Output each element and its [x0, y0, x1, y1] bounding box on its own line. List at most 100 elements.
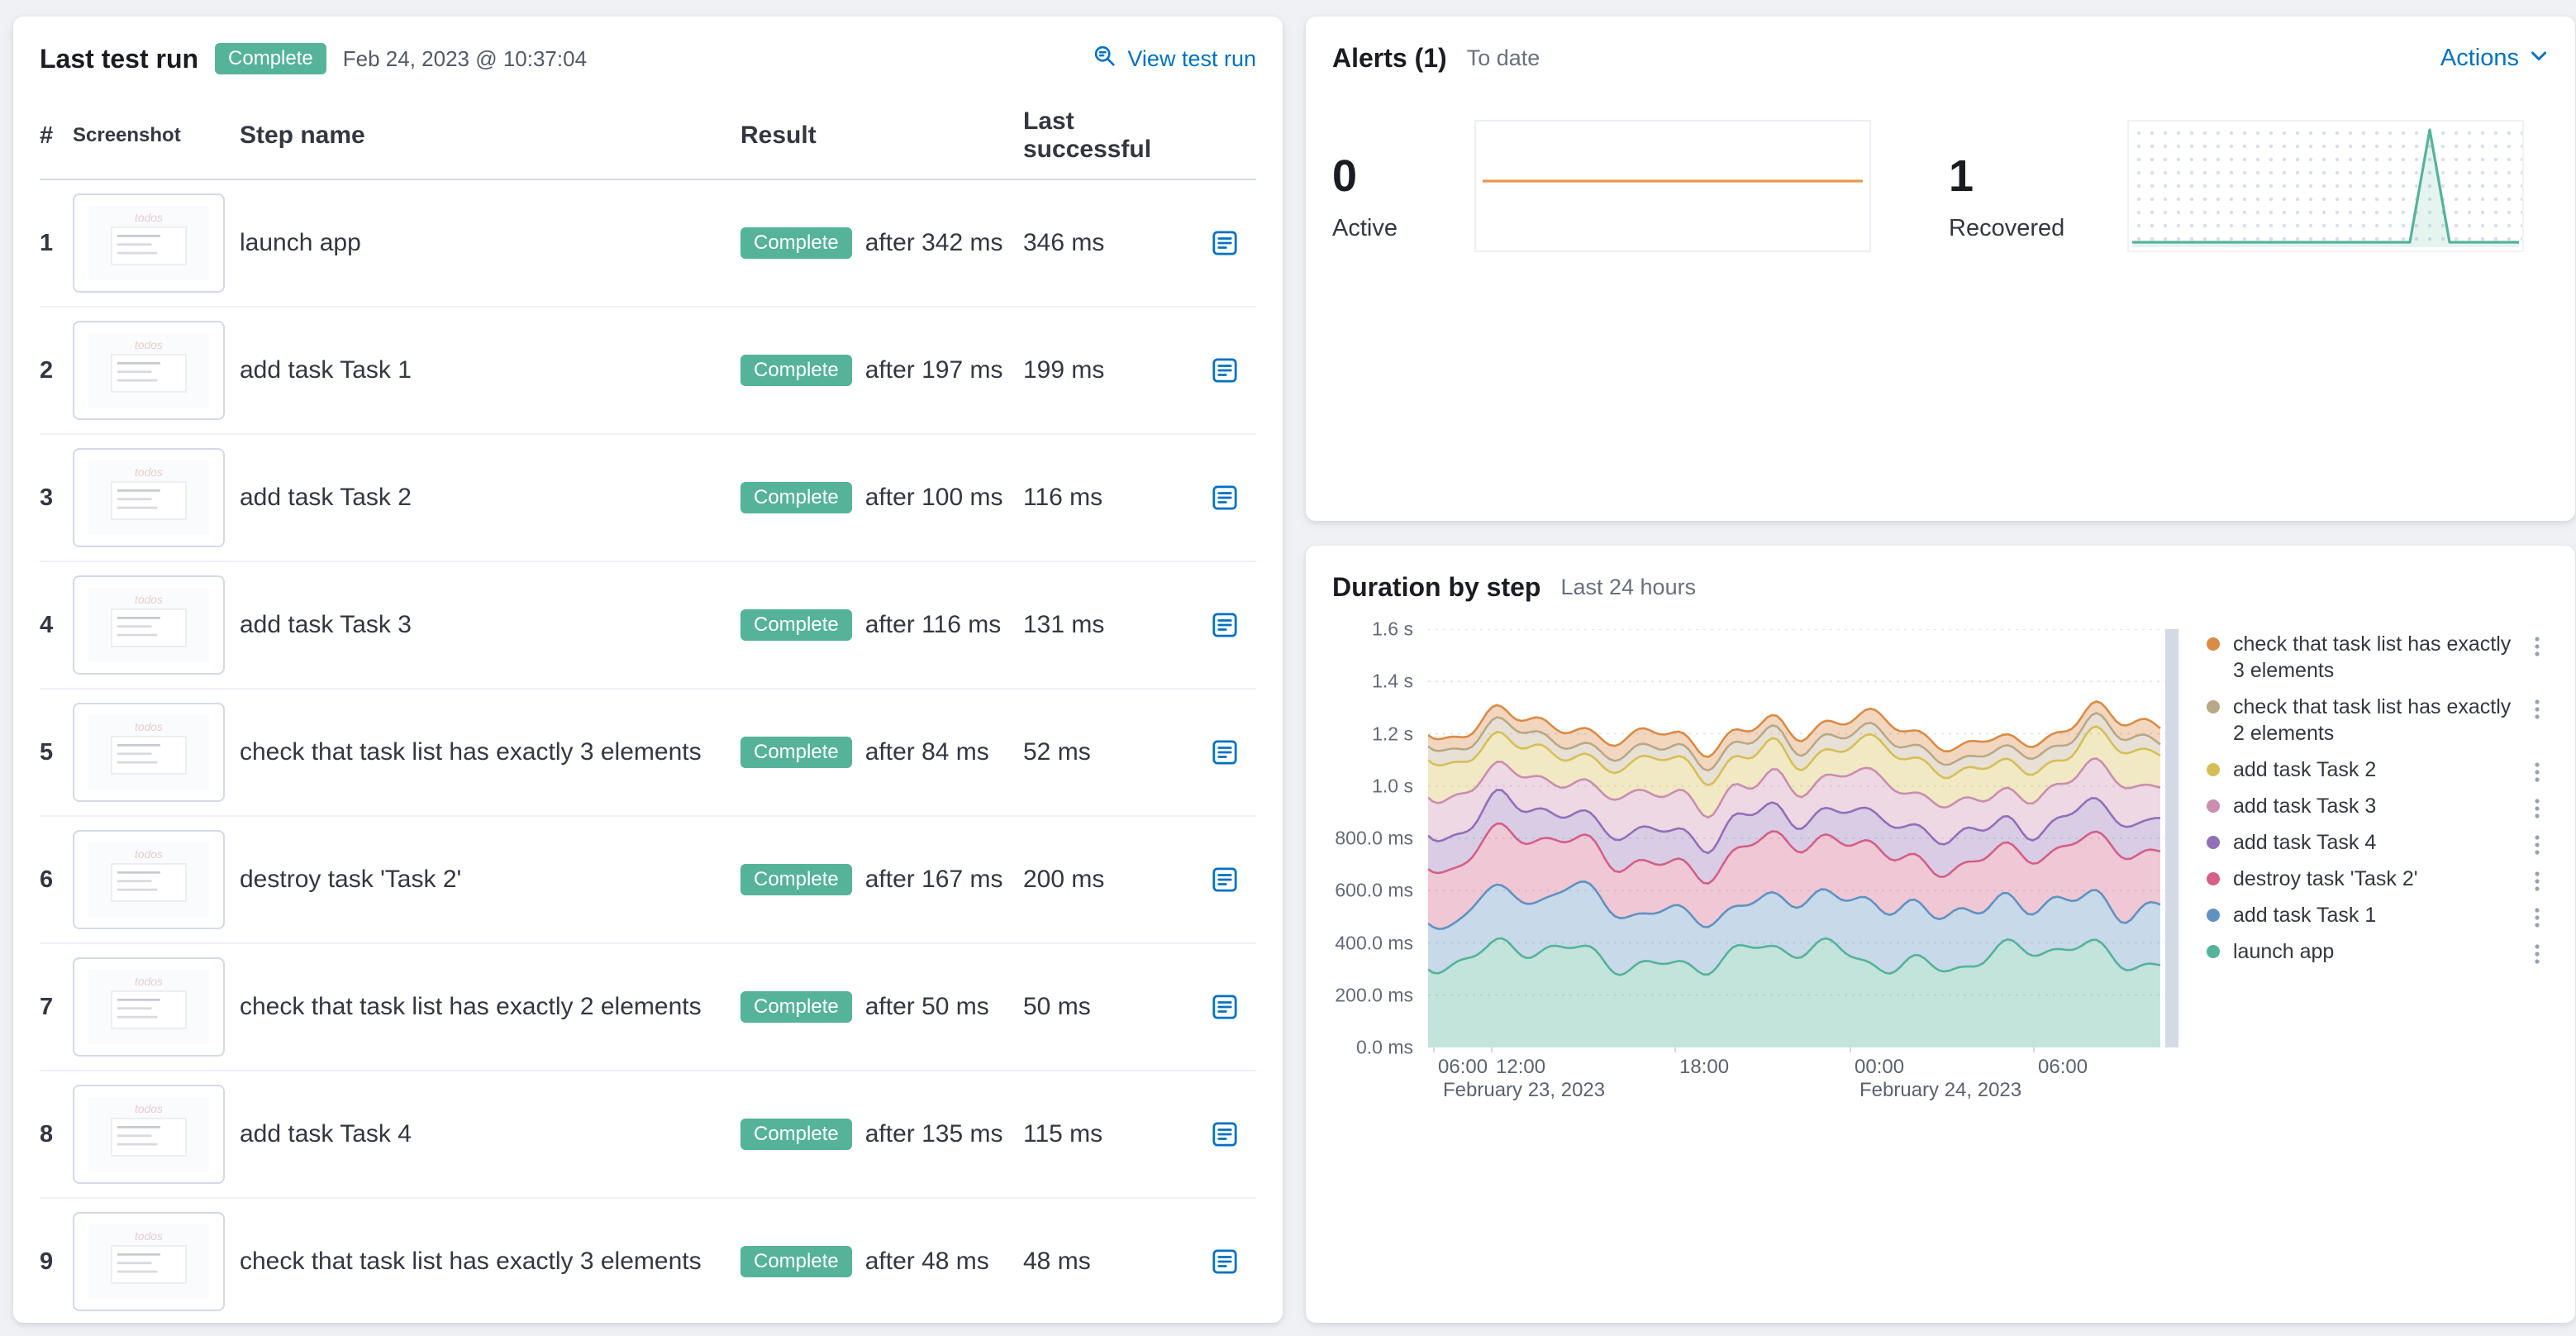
svg-text:todos: todos: [135, 847, 163, 861]
step-detail-icon[interactable]: [1205, 478, 1245, 518]
alerts-panel: Alerts (1) To date Actions 0 Active 1: [1306, 17, 2575, 521]
y-axis-tick: 1.4 s: [1372, 670, 1413, 692]
step-name: add task Task 1: [240, 356, 412, 384]
step-screenshot[interactable]: todos: [73, 193, 240, 293]
legend-options-icon[interactable]: [2527, 869, 2547, 894]
legend-label[interactable]: launch app: [2233, 940, 2335, 963]
svg-text:todos: todos: [135, 465, 163, 479]
screenshot-thumbnail-image: todos: [73, 575, 225, 675]
step-result: Complete after 84 ms: [740, 737, 1023, 768]
step-detail-icon[interactable]: [1205, 987, 1245, 1027]
step-row: 4 todos add task Task 3 Complete after 1…: [40, 562, 1256, 689]
x-axis-tick-mark: [1674, 1047, 1676, 1052]
legend-options-icon[interactable]: [2527, 833, 2547, 857]
step-number: 5: [40, 738, 54, 766]
legend-label[interactable]: add task Task 3: [2233, 794, 2377, 818]
step-row: 6 todos destroy task 'Task 2' Complete a…: [40, 817, 1256, 944]
legend-options-icon[interactable]: [2527, 760, 2547, 785]
duration-chart-legend: check that task list has exactly 3 eleme…: [2207, 629, 2547, 975]
step-detail-icon[interactable]: [1205, 860, 1245, 899]
view-test-run-link[interactable]: View test run: [1093, 44, 1256, 74]
legend-color-dot: [2207, 909, 2220, 922]
legend-color-dot: [2207, 700, 2220, 713]
duration-x-axis: 06:00 12:00 18:00 00:00 06:00 February 23, 20…: [1428, 1047, 2183, 1107]
step-row: 5 todos check that task list has exactly…: [40, 689, 1256, 817]
x-axis-date-label: February 23, 2023: [1443, 1079, 1606, 1101]
x-axis-tick: 00:00: [1855, 1056, 1905, 1078]
step-result: Complete after 167 ms: [740, 864, 1023, 895]
step-name: add task Task 2: [240, 484, 412, 511]
x-axis-date-label: February 24, 2023: [1859, 1079, 2022, 1101]
legend-item: check that task list has exactly 2 eleme…: [2207, 694, 2547, 747]
step-duration-text: after 48 ms: [864, 1248, 989, 1275]
step-screenshot[interactable]: todos: [73, 448, 240, 547]
step-status-badge: Complete: [740, 991, 852, 1023]
step-row: 1 todos launch app Complete after 342 ms…: [40, 180, 1256, 308]
step-result: Complete after 342 ms: [740, 227, 1023, 259]
legend-label[interactable]: add task Task 2: [2233, 758, 2377, 781]
chevron-down-icon: [2529, 45, 2549, 72]
legend-options-icon[interactable]: [2527, 905, 2547, 930]
step-screenshot[interactable]: todos: [73, 575, 240, 675]
step-detail-icon[interactable]: [1205, 1114, 1245, 1154]
step-screenshot[interactable]: todos: [73, 321, 240, 420]
legend-label[interactable]: check that task list has exactly 3 eleme…: [2233, 632, 2512, 682]
step-number: 6: [40, 866, 54, 893]
step-detail-icon[interactable]: [1205, 351, 1245, 390]
step-result: Complete after 197 ms: [740, 355, 1023, 386]
step-screenshot[interactable]: todos: [73, 1212, 240, 1311]
column-header-screenshot: Screenshot: [73, 124, 181, 146]
recovered-alerts-stat: 1 Recovered: [1949, 120, 2127, 242]
svg-text:todos: todos: [135, 211, 163, 224]
step-screenshot[interactable]: todos: [73, 830, 240, 929]
step-detail-icon[interactable]: [1205, 605, 1245, 645]
legend-options-icon[interactable]: [2527, 796, 2547, 821]
step-number: 8: [40, 1120, 54, 1148]
recovered-alerts-label: Recovered: [1949, 214, 2065, 241]
step-screenshot[interactable]: todos: [73, 703, 240, 802]
y-axis-tick: 400.0 ms: [1335, 932, 1413, 953]
step-detail-icon[interactable]: [1205, 1242, 1245, 1281]
screenshot-thumbnail-image: todos: [73, 1212, 225, 1311]
step-name: check that task list has exactly 2 eleme…: [240, 993, 702, 1020]
svg-text:todos: todos: [135, 1229, 163, 1243]
step-status-badge: Complete: [740, 737, 852, 768]
svg-text:todos: todos: [135, 975, 163, 988]
duration-stacked-area-chart: [1428, 629, 2183, 1047]
svg-text:todos: todos: [135, 593, 163, 606]
step-last-successful: 50 ms: [1023, 993, 1091, 1020]
legend-label[interactable]: add task Task 4: [2233, 831, 2377, 854]
legend-label[interactable]: add task Task 1: [2233, 904, 2377, 927]
step-duration-text: after 84 ms: [864, 738, 989, 766]
x-axis-tick-mark: [1491, 1047, 1493, 1052]
step-detail-icon[interactable]: [1205, 223, 1245, 263]
column-header--: #: [40, 122, 54, 149]
step-screenshot[interactable]: todos: [73, 1085, 240, 1184]
run-timestamp: Feb 24, 2023 @ 10:37:04: [342, 45, 588, 71]
legend-options-icon[interactable]: [2527, 942, 2547, 966]
step-status-badge: Complete: [740, 1119, 852, 1150]
step-detail-icon[interactable]: [1205, 732, 1245, 772]
last-test-run-panel: Last test run Complete Feb 24, 2023 @ 10…: [13, 17, 1283, 1323]
y-axis-tick: 1.6 s: [1372, 618, 1413, 640]
steps-table-header: # Screenshot Step name Result Last successfu…: [40, 94, 1256, 180]
screenshot-thumbnail-image: todos: [73, 193, 225, 293]
y-axis-tick: 600.0 ms: [1335, 879, 1413, 901]
legend-label[interactable]: check that task list has exactly 2 eleme…: [2233, 695, 2512, 745]
step-name: destroy task 'Task 2': [240, 866, 462, 893]
legend-item: check that task list has exactly 3 eleme…: [2207, 631, 2547, 684]
step-name: check that task list has exactly 3 eleme…: [240, 1248, 702, 1275]
legend-options-icon[interactable]: [2527, 634, 2547, 659]
legend-label[interactable]: destroy task 'Task 2': [2233, 867, 2418, 890]
legend-color-dot: [2207, 799, 2220, 813]
panel-title: Last test run: [40, 43, 199, 74]
alerts-actions-button[interactable]: Actions: [2440, 45, 2549, 72]
step-row: 8 todos add task Task 4 Complete after 1…: [40, 1071, 1256, 1199]
legend-options-icon[interactable]: [2527, 697, 2547, 722]
view-test-run-label: View test run: [1127, 45, 1256, 71]
x-axis-tick-mark: [1433, 1047, 1435, 1052]
screenshot-thumbnail-image: todos: [73, 448, 225, 547]
step-screenshot[interactable]: todos: [73, 957, 240, 1057]
alerts-title: Alerts (1): [1332, 43, 1447, 73]
